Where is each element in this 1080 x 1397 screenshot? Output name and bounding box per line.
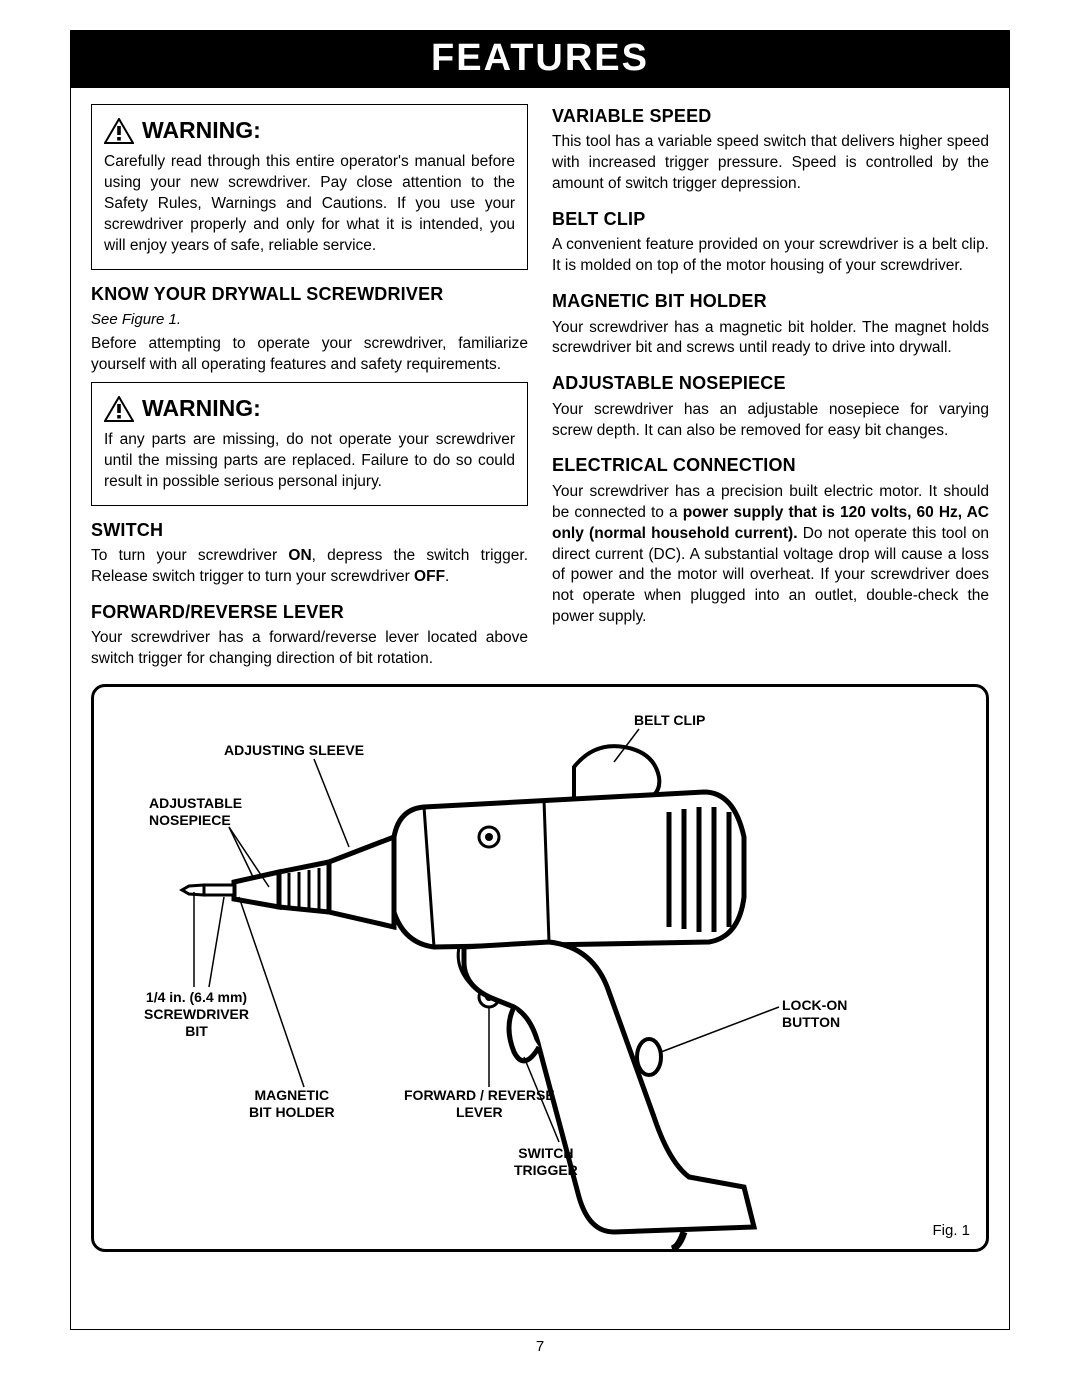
frlever-body: Your screwdriver has a forward/reverse l… (91, 628, 528, 670)
label-lockon-2: BUTTON (782, 1014, 840, 1030)
figure-1: BELT CLIP ADJUSTING SLEEVE ADJUSTABLE NO… (91, 684, 989, 1252)
warning-icon (104, 396, 134, 422)
page-frame: FEATURES WARNING: Carefully read through… (70, 30, 1010, 1330)
warning-box-2: WARNING: If any parts are missing, do no… (91, 382, 528, 506)
label-bit-3: BIT (185, 1023, 208, 1039)
label-switch: SWITCH TRIGGER (514, 1145, 578, 1179)
label-mag-2: BIT HOLDER (249, 1104, 335, 1120)
switch-pre: To turn your screwdriver (91, 547, 288, 564)
label-bit-2: SCREWDRIVER (144, 1006, 249, 1022)
beltclip-head: BELT CLIP (552, 207, 989, 231)
magbit-body: Your screwdriver has a magnetic bit hold… (552, 318, 989, 360)
varspeed-body: This tool has a variable speed switch th… (552, 132, 989, 195)
label-beltclip: BELT CLIP (634, 712, 705, 729)
label-bit: 1/4 in. (6.4 mm) SCREWDRIVER BIT (144, 989, 249, 1039)
label-magnetic: MAGNETIC BIT HOLDER (249, 1087, 335, 1121)
figure-reference: See Figure 1. (91, 310, 528, 330)
electrical-head: ELECTRICAL CONNECTION (552, 453, 989, 477)
page-title: FEATURES (71, 31, 1009, 88)
label-sw-1: SWITCH (518, 1145, 573, 1161)
nosepiece-body: Your screwdriver has an adjustable nosep… (552, 400, 989, 442)
magbit-head: MAGNETIC BIT HOLDER (552, 289, 989, 313)
label-lockon-1: LOCK-ON (782, 997, 847, 1013)
electrical-body: Your screwdriver has a precision built e… (552, 482, 989, 628)
warning-body-1: Carefully read through this entire opera… (104, 152, 515, 257)
label-bit-1: 1/4 in. (6.4 mm) (146, 989, 247, 1005)
left-column: WARNING: Carefully read through this ent… (91, 104, 528, 676)
varspeed-head: VARIABLE SPEED (552, 104, 989, 128)
label-lockon: LOCK-ON BUTTON (782, 997, 847, 1031)
switch-on: ON (288, 547, 311, 564)
know-body: Before attempting to operate your screwd… (91, 334, 528, 376)
label-mag-1: MAGNETIC (254, 1087, 329, 1103)
warning-box-1: WARNING: Carefully read through this ent… (91, 104, 528, 270)
switch-off: OFF (414, 568, 445, 585)
label-adjnose: ADJUSTABLE NOSEPIECE (149, 795, 242, 829)
label-fr-2: LEVER (456, 1104, 503, 1120)
label-frlever: FORWARD / REVERSE LEVER (404, 1087, 555, 1121)
warning-head-1: WARNING: (104, 115, 515, 146)
warning-label: WARNING: (142, 115, 261, 146)
label-sw-2: TRIGGER (514, 1162, 578, 1178)
content-columns: WARNING: Carefully read through this ent… (71, 88, 1009, 676)
label-adjnose-2: NOSEPIECE (149, 812, 231, 828)
warning-head-2: WARNING: (104, 393, 515, 424)
label-adjnose-1: ADJUSTABLE (149, 795, 242, 811)
right-column: VARIABLE SPEED This tool has a variable … (552, 104, 989, 676)
know-head: KNOW YOUR DRYWALL SCREWDRIVER (91, 282, 528, 306)
beltclip-body: A convenient feature provided on your sc… (552, 235, 989, 277)
label-fr-1: FORWARD / REVERSE (404, 1087, 555, 1103)
page-number: 7 (70, 1338, 1010, 1355)
frlever-head: FORWARD/REVERSE LEVER (91, 600, 528, 624)
label-adjsleeve: ADJUSTING SLEEVE (224, 742, 364, 759)
nosepiece-head: ADJUSTABLE NOSEPIECE (552, 371, 989, 395)
figure-caption: Fig. 1 (932, 1222, 970, 1239)
switch-head: SWITCH (91, 518, 528, 542)
warning-label: WARNING: (142, 393, 261, 424)
warning-body-2: If any parts are missing, do not operate… (104, 430, 515, 493)
switch-post: . (445, 568, 449, 585)
warning-icon (104, 118, 134, 144)
switch-body: To turn your screwdriver ON, depress the… (91, 546, 528, 588)
